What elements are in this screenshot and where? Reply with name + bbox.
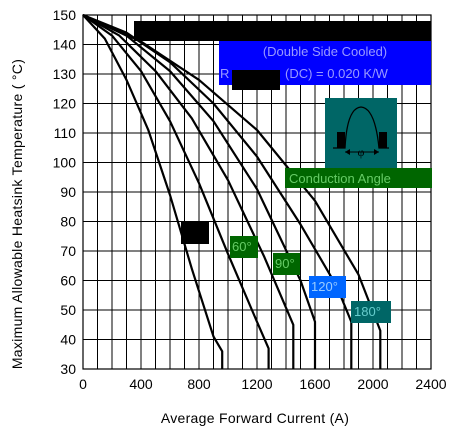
label-60: 60°	[232, 239, 252, 254]
y-tick-label: 40	[60, 332, 76, 348]
x-tick-label: 2400	[415, 376, 446, 392]
label-120-box	[309, 276, 346, 298]
y-tick-label: 50	[60, 302, 76, 318]
rth-value-text: (DC) = 0.020 K/W	[285, 66, 389, 81]
x-tick-label: 0	[79, 376, 87, 392]
x-tick-label: 800	[187, 376, 211, 392]
x-tick-label: 1200	[241, 376, 272, 392]
series-line-120	[82, 14, 317, 369]
y-tick-label: 140	[53, 37, 77, 53]
redaction-label-30	[181, 222, 209, 244]
y-tick-label: 90	[60, 184, 76, 200]
y-tick-label: 110	[54, 125, 77, 141]
label-180: 180°	[354, 304, 381, 319]
x-tick-label: 1600	[299, 376, 330, 392]
double-side-cooled-text: (Double Side Cooled)	[263, 44, 387, 59]
x-tick-label: 400	[129, 376, 153, 392]
series-line-60	[82, 14, 270, 369]
waveform-icon: φ	[325, 98, 397, 168]
plot-frame	[82, 14, 432, 370]
label-120: 120°	[311, 279, 338, 294]
rth-prefix-text: R	[220, 66, 229, 81]
y-tick-label: 150	[53, 7, 77, 23]
y-tick-label: 70	[60, 243, 76, 259]
x-tick-labels: 0 400 800 1200 1600 2000 2400	[79, 376, 447, 392]
conduction-angle-label: Conduction Angle	[289, 171, 391, 186]
redaction-bar-top	[134, 21, 431, 41]
y-tick-labels: 30 40 50 60 70 80 90 100 110 120 130 140 150	[53, 7, 77, 377]
label-60-box	[230, 236, 258, 258]
label-90-box	[273, 253, 300, 275]
label-180-box	[351, 301, 391, 323]
theta-symbol: φ	[358, 145, 365, 159]
series-line-30	[82, 14, 224, 369]
y-tick-label: 100	[53, 155, 77, 171]
y-axis-label: Maximum Allowable Heatsink Temperature (…	[9, 59, 25, 369]
y-tick-label: 30	[60, 361, 76, 377]
redaction-bar-rth	[232, 70, 280, 90]
conduction-angle-box	[285, 168, 432, 188]
x-axis-label: Average Forward Current (A)	[161, 410, 349, 426]
x-tick-label: 2000	[357, 376, 388, 392]
y-tick-label: 130	[53, 66, 77, 82]
y-tick-label: 80	[60, 214, 76, 230]
y-tick-label: 60	[60, 273, 76, 289]
series-line-90	[82, 14, 295, 369]
label-90: 90°	[275, 256, 295, 271]
y-tick-label: 120	[53, 96, 77, 112]
